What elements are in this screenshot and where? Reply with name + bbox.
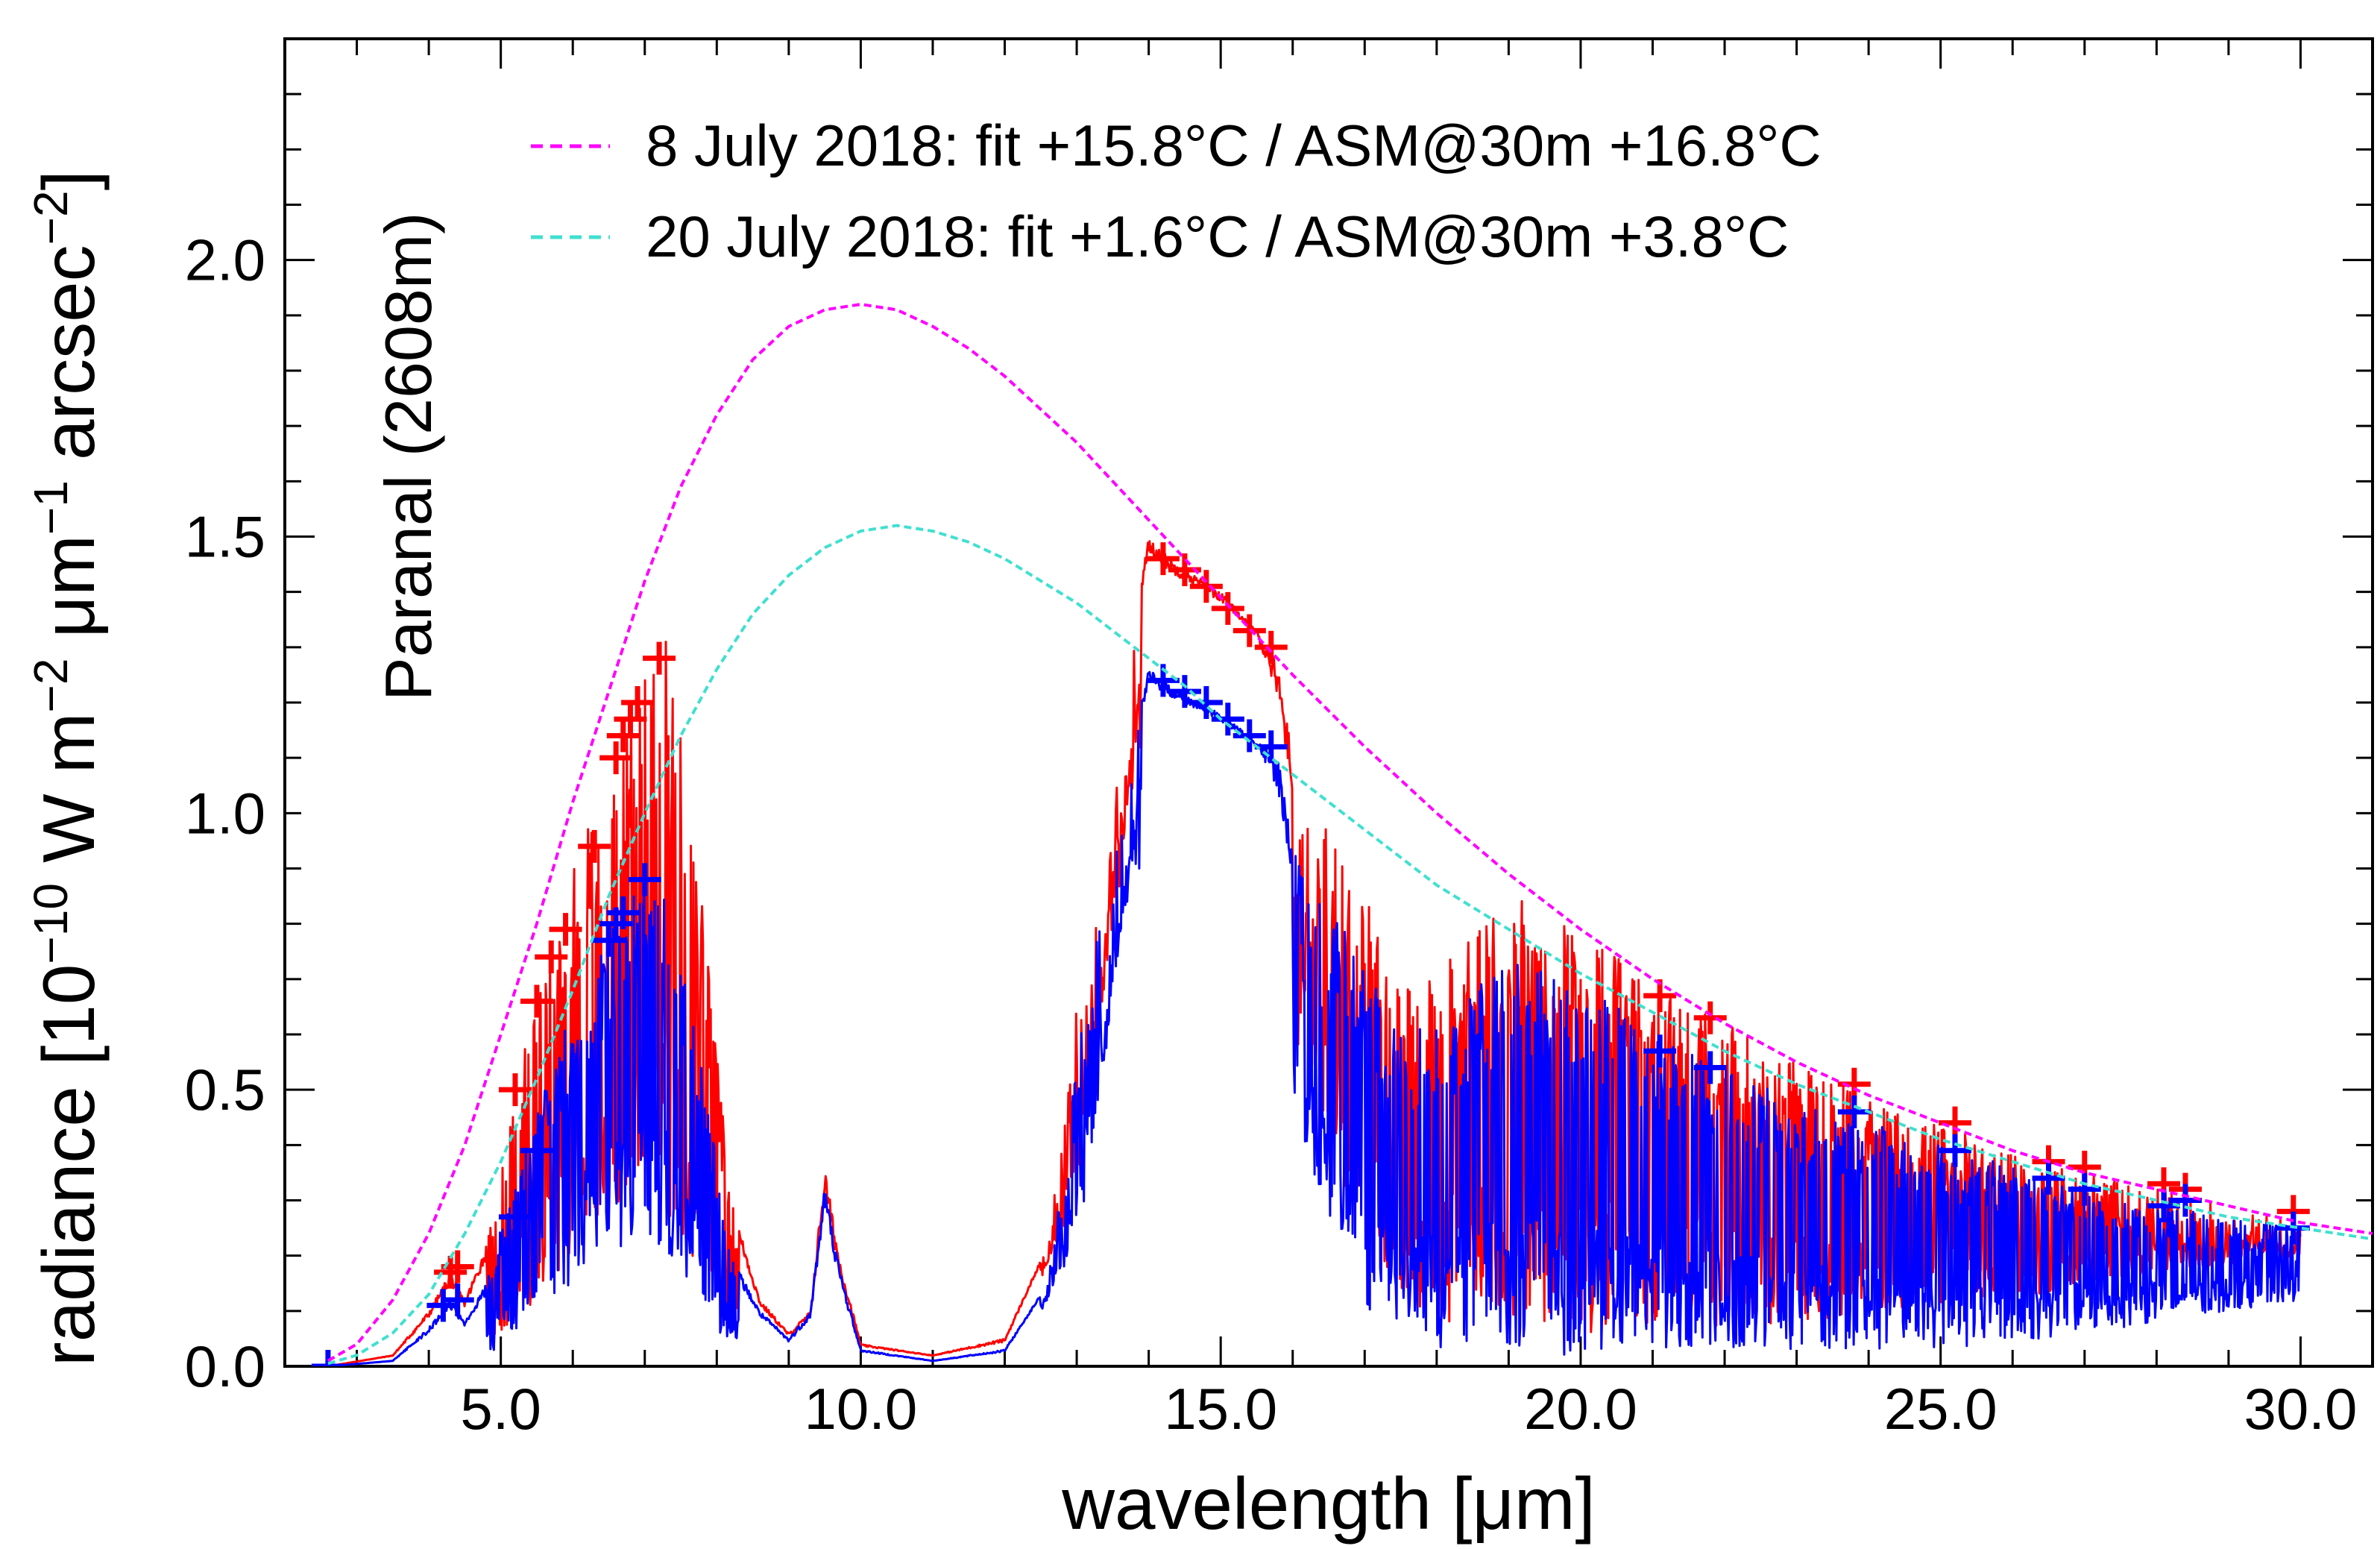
data-marker [1254, 630, 1288, 664]
data-marker [1211, 591, 1244, 625]
data-marker [1232, 719, 1266, 752]
data-marker [2168, 1184, 2202, 1217]
data-marker [643, 641, 676, 675]
legend-label-july8: 8 July 2018: fit +15.8°C / ASM@30m +16.8… [646, 113, 1822, 178]
data-marker [621, 686, 655, 719]
axis-ticks [283, 37, 2374, 1368]
legend: 8 July 2018: fit +15.8°C / ASM@30m +16.8… [531, 113, 1822, 269]
data-marker [441, 1283, 474, 1316]
series-layer [311, 302, 2373, 1366]
data-marker [614, 703, 647, 736]
data-marker [520, 984, 553, 1018]
x-tick-label: 20.0 [1524, 1376, 1637, 1442]
data-marker [498, 1200, 532, 1234]
markers-july8 [434, 542, 2310, 1289]
site-annotation: Paranal (2608m) [371, 213, 445, 701]
data-marker [1693, 1051, 1727, 1084]
data-marker [520, 1134, 553, 1167]
y-tick-label: 0.5 [185, 1057, 265, 1122]
data-marker [1146, 542, 1180, 576]
data-marker [599, 741, 633, 775]
data-marker [426, 1289, 460, 1322]
fit-july8-line [327, 302, 2373, 1363]
y-tick-label: 2.0 [185, 227, 265, 293]
data-marker [628, 863, 661, 896]
data-marker [592, 923, 626, 957]
data-marker [1189, 570, 1223, 603]
y-tick-label: 1.0 [185, 780, 265, 846]
data-marker [311, 1350, 344, 1366]
legend-label-july20: 20 July 2018: fit +1.6°C / ASM@30m +3.8°… [646, 204, 1789, 269]
data-marker [2032, 1161, 2065, 1195]
data-marker [1693, 1001, 1727, 1034]
x-tick-label: 30.0 [2244, 1376, 2358, 1442]
data-marker [1168, 675, 1201, 708]
data-marker [1211, 703, 1244, 736]
data-marker [1189, 686, 1223, 719]
tick-labels: 5.0 10.0 15.0 20.0 25.0 30.0 0.0 0.5 1.0 1.5 2.0 [185, 227, 2358, 1442]
x-tick-label: 25.0 [1884, 1376, 1998, 1442]
data-marker [434, 1255, 468, 1289]
data-marker [2068, 1172, 2101, 1206]
data-marker [1643, 1034, 1677, 1068]
y-tick-label: 1.5 [185, 504, 265, 570]
data-marker [498, 1073, 532, 1107]
x-tick-label: 15.0 [1164, 1376, 1277, 1442]
data-marker [606, 719, 640, 752]
data-marker [535, 940, 568, 974]
x-axis-title: wavelength [μm] [1061, 1462, 1596, 1545]
data-marker [549, 913, 582, 946]
y-tick-label: 0.0 [185, 1333, 265, 1399]
x-tick-label: 10.0 [805, 1376, 918, 1442]
x-tick-label: 5.0 [460, 1376, 541, 1442]
data-marker [578, 829, 611, 863]
spectrum-july20-line [327, 670, 2302, 1366]
data-marker [606, 896, 640, 929]
data-marker [1254, 730, 1288, 764]
data-marker [1939, 1134, 1971, 1167]
y-axis-title: radiance [10−10 W m−2 μm−1 arcsec−2] [24, 170, 110, 1366]
fit-july20-line [327, 524, 2373, 1366]
